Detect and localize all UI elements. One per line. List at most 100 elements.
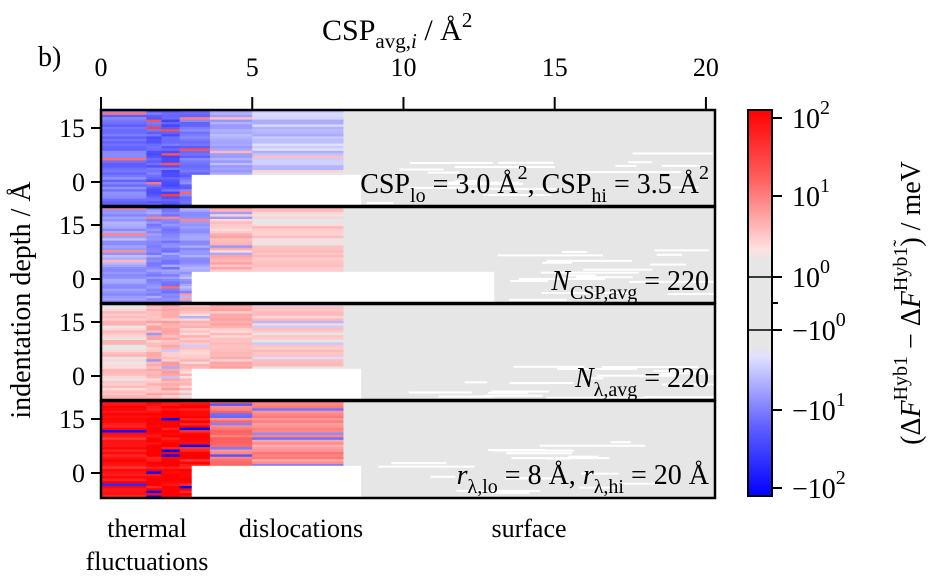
heatmap-cell — [146, 392, 162, 396]
heatmap-cell — [161, 162, 181, 166]
heatmap-cell — [161, 138, 181, 142]
heatmap-cell — [209, 337, 253, 341]
heatmap-cell — [252, 252, 344, 256]
heatmap-cell — [146, 143, 162, 147]
heatmap-cell — [101, 231, 147, 234]
heatmap-cell — [146, 447, 162, 450]
heatmap-cell — [146, 189, 162, 192]
heatmap-cell — [179, 415, 211, 419]
heatmap-cell — [146, 252, 162, 256]
heatmap-cell — [146, 451, 162, 455]
heatmap-cell — [209, 221, 253, 225]
heatmap-cell — [146, 141, 162, 144]
heatmap-cell — [161, 330, 181, 334]
surface-gap — [583, 268, 653, 271]
heatmap-cell — [179, 335, 211, 338]
heatmap-cell — [209, 332, 253, 336]
surface-gap — [610, 441, 632, 444]
heatmap-cell — [161, 437, 181, 441]
heatmap-cell — [161, 354, 181, 358]
heatmap-cell — [179, 252, 211, 256]
heatmap-cell — [179, 413, 211, 416]
heatmap-cell — [161, 150, 181, 154]
heatmap-cell — [209, 255, 253, 258]
heatmap-cell — [101, 291, 147, 294]
heatmap-cell — [146, 459, 162, 463]
heatmap-cell — [209, 425, 253, 429]
heatmap-cell — [101, 415, 147, 419]
heatmap-cell — [252, 221, 344, 225]
heatmap-cell — [101, 378, 147, 382]
heatmap-cell — [101, 373, 147, 377]
heatmap-cell — [146, 184, 162, 188]
heatmap-cell — [146, 150, 162, 154]
heatmap-cell — [252, 209, 344, 213]
heatmap-cell — [101, 259, 147, 263]
heatmap-cell — [252, 410, 344, 414]
heatmap-cell — [146, 271, 162, 275]
heatmap-cell — [161, 114, 181, 118]
heatmap-cell — [161, 304, 181, 307]
heatmap-cell — [101, 271, 147, 275]
heatmap-cell — [101, 454, 147, 458]
heatmap-cell — [161, 344, 181, 348]
heatmap-panel-4 — [101, 401, 715, 498]
heatmap-cell — [161, 483, 181, 487]
heatmap-cell — [161, 271, 181, 275]
heatmap-cell — [161, 434, 181, 438]
heatmap-cell — [146, 138, 162, 142]
heatmap-cell — [146, 198, 162, 202]
heatmap-cell — [146, 247, 162, 251]
heatmap-cell — [161, 361, 181, 365]
heatmap-cell — [161, 464, 181, 467]
heatmap-cell — [209, 117, 253, 120]
heatmap-cell — [252, 141, 344, 144]
heatmap-cell — [101, 194, 147, 197]
heatmap-cell — [161, 196, 181, 200]
heatmap-cell — [161, 461, 181, 465]
heatmap-cell — [161, 223, 181, 227]
heatmap-cell — [146, 167, 162, 171]
surface-gap — [541, 292, 632, 295]
heatmap-cell — [161, 403, 181, 407]
heatmap-cell — [101, 493, 147, 496]
heatmap-cell — [161, 349, 181, 353]
heatmap-cell — [252, 110, 344, 113]
colorbar-tick-label: 100 — [792, 256, 830, 294]
heatmap-cell — [252, 112, 344, 116]
heatmap-cell — [161, 153, 181, 156]
heatmap-cell — [252, 340, 344, 343]
surface-gap — [654, 249, 709, 252]
heatmap-cell — [161, 228, 181, 232]
heatmap-cell — [209, 330, 253, 334]
heatmap-cell — [161, 352, 181, 355]
heatmap-cell — [161, 216, 181, 220]
heatmap-cell — [146, 313, 162, 317]
heatmap-cell — [209, 243, 253, 246]
heatmap-cell — [101, 216, 147, 220]
heatmap-cell — [146, 332, 162, 336]
heatmap-cell — [161, 439, 181, 443]
heatmap-cell — [209, 141, 253, 144]
heatmap-cell — [101, 376, 147, 379]
heatmap-cell — [209, 325, 253, 329]
heatmap-cell — [146, 293, 162, 297]
heatmap-cell — [252, 165, 344, 168]
heatmap-cell — [101, 392, 147, 396]
heatmap-cell — [101, 124, 147, 128]
heatmap-cell — [161, 274, 181, 277]
heatmap-cell — [161, 388, 181, 391]
heatmap-cell — [209, 110, 253, 113]
heatmap-cell — [209, 344, 253, 348]
heatmap-cell — [146, 490, 162, 494]
heatmap-cell — [209, 313, 253, 317]
heatmap-cell — [146, 209, 162, 213]
heatmap-cell — [179, 153, 211, 156]
heatmap-cell — [101, 459, 147, 463]
heatmap-cell — [146, 320, 162, 324]
heatmap-cell — [252, 415, 344, 419]
heatmap-cell — [101, 359, 147, 362]
heatmap-cell — [209, 439, 253, 443]
heatmap-cell — [161, 143, 181, 147]
